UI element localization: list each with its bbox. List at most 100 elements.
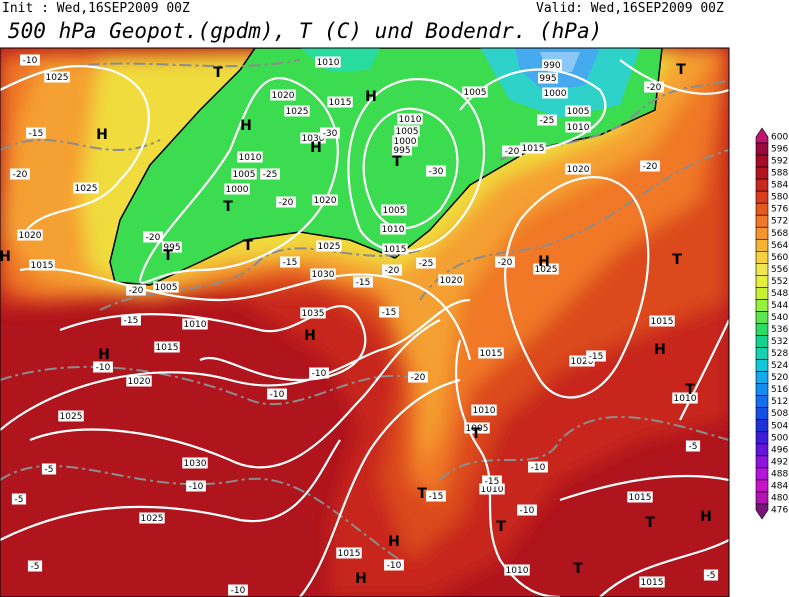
isobar-label-box: [533, 263, 559, 275]
temperature-label: -10: [531, 463, 546, 473]
colorbar-swatch: [755, 371, 769, 384]
temperature-label: -20: [129, 286, 144, 296]
temperature-label: -5: [15, 495, 24, 505]
colorbar-swatch: [755, 443, 769, 457]
isobar-label: 995: [163, 243, 180, 253]
map-labels: 1025101010201015102510301010100510009951…: [0, 54, 719, 596]
isobar-label: 1015: [641, 578, 664, 588]
isobar-label-box: [672, 392, 698, 404]
colorbar-swatch: [755, 503, 769, 520]
isobar-label-box: [312, 194, 338, 206]
pressure-center: H: [538, 254, 550, 270]
isobar-label-box: [58, 410, 84, 422]
isobar-label-box: [479, 483, 505, 495]
temperature-label-box: [384, 559, 404, 571]
map-title: 500 hPa Geopot.(gpdm), T (C) und Bodendr…: [8, 19, 602, 43]
isobar-label-box: [224, 183, 250, 195]
colorbar-label: 532: [771, 337, 788, 347]
temperature-label: -20: [385, 266, 400, 276]
isobar-label-box: [310, 268, 336, 280]
colorbar-swatch: [755, 347, 769, 360]
temperature-label-box: [644, 81, 664, 93]
isobar-label-box: [569, 355, 595, 367]
colorbar-label: 500: [771, 433, 788, 443]
isobars: [0, 59, 729, 597]
temperature-label-box: [93, 361, 113, 373]
colorbar-label: 540: [771, 313, 788, 323]
colorbar-swatch: [755, 419, 769, 433]
isobar-label-box: [565, 163, 591, 175]
colorbar-label: 488: [771, 469, 788, 479]
colorbar-swatch: [755, 263, 769, 276]
colorbar-label: 548: [771, 289, 788, 299]
temperature-label: -15: [124, 316, 139, 326]
pressure-center: H: [310, 140, 322, 156]
temperature-label: -20: [505, 147, 520, 157]
pressure-center: T: [672, 252, 682, 268]
isobar-label: 1010: [473, 406, 496, 416]
temperature-label: -10: [189, 482, 204, 492]
temperature-label-box: [320, 127, 340, 139]
isobar-label: 1015: [629, 493, 652, 503]
isobar-label: 1015: [522, 144, 545, 154]
isobar-label: 1025: [60, 412, 83, 422]
isobar-label: 1025: [141, 514, 164, 524]
pressure-center: H: [388, 534, 400, 550]
isobar-label: 1035: [302, 309, 325, 319]
temperature-label: -10: [23, 56, 38, 66]
colorbar-label: 536: [771, 325, 788, 335]
pressure-center: T: [213, 65, 223, 81]
colorbar-swatch: [755, 395, 769, 409]
colorbar-swatch: [755, 431, 769, 445]
isobar-label: 1010: [382, 225, 405, 235]
temperature-label-box: [186, 480, 206, 492]
temperature-label-box: [27, 560, 43, 572]
isobar-label: 1005: [396, 127, 419, 137]
colorbar-swatch: [755, 323, 769, 336]
pressure-center: H: [355, 571, 367, 587]
isobar-label-box: [382, 243, 408, 255]
valid-time: Valid: Wed,16SEP2009 00Z: [536, 1, 724, 16]
temperature-label-box: [353, 276, 373, 288]
map-frame: [0, 47, 730, 597]
colorbar-label: 552: [771, 277, 788, 287]
colorbar-label: 576: [771, 205, 788, 215]
colorbar-swatch: [755, 238, 769, 252]
isobar-label: 1015: [329, 98, 352, 108]
isobar-label: 1005: [383, 206, 406, 216]
isobar-label-box: [237, 151, 263, 163]
isobar-label: 1015: [384, 245, 407, 255]
isobar-label-box: [154, 341, 180, 353]
colorbar-label: 508: [771, 409, 788, 419]
colorbar-swatch: [755, 299, 769, 312]
isobar-label-box: [397, 113, 423, 125]
colorbar-swatch: [755, 154, 769, 168]
colorbar-swatch: [755, 287, 769, 300]
isobar-label: 1030: [184, 459, 207, 469]
temperature-label-box: [260, 168, 280, 180]
temperature-label-box: [685, 440, 701, 452]
isobar-label-box: [162, 241, 182, 253]
isobar-label-box: [336, 547, 362, 559]
isobar-label-box: [392, 144, 412, 156]
isobar-label: 1010: [399, 115, 422, 125]
colorbar-swatch: [755, 311, 769, 324]
colorbar-label: 496: [771, 445, 788, 455]
temperature-label-box: [379, 306, 399, 318]
pressure-center: H: [0, 249, 11, 265]
colorbar-swatch: [755, 190, 769, 204]
temperature-label: -10: [270, 390, 285, 400]
colorbar-label: 504: [771, 421, 788, 431]
map-area: 1025101010201015102510301010100510009951…: [0, 48, 729, 597]
temperature-label-box: [267, 388, 287, 400]
isobar-label: 1025: [318, 242, 341, 252]
isobar-label: 1010: [674, 394, 697, 404]
isobar-label: 1010: [506, 566, 529, 576]
pressure-center: T: [685, 382, 695, 398]
temperature-label: -30: [429, 167, 444, 177]
isobar-label-box: [649, 315, 675, 327]
isobar-label: 1020: [567, 165, 590, 175]
pressure-center: T: [573, 561, 583, 577]
pressure-center: H: [365, 89, 377, 105]
isobar-label-box: [231, 168, 257, 180]
